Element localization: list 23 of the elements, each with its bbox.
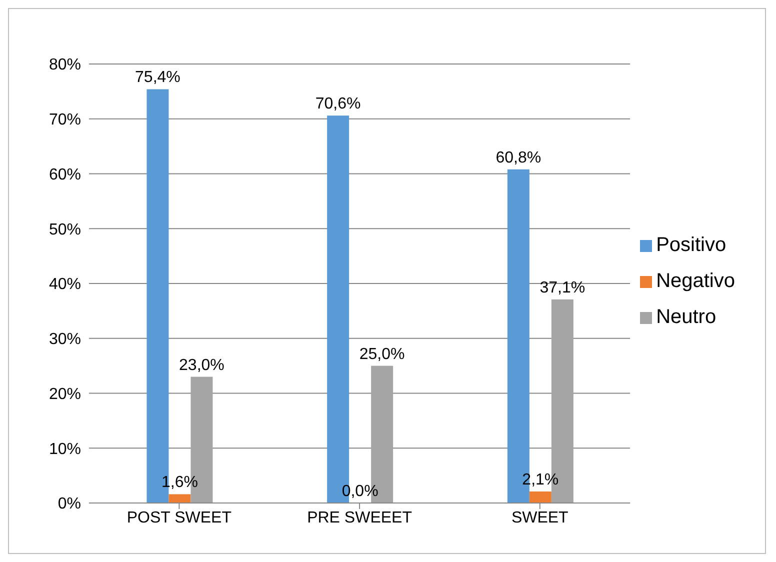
data-label: 70,6% (315, 96, 361, 113)
x-tick-label: SWEET (511, 509, 569, 526)
data-label: 25,0% (359, 346, 405, 363)
y-tick-label: 80% (48, 56, 81, 74)
y-tick-label: 60% (48, 166, 81, 184)
legend-label: Neutro (656, 306, 716, 328)
data-label: 23,0% (179, 356, 224, 374)
y-tick-label: 50% (48, 221, 81, 238)
bar (529, 491, 552, 503)
y-tick-label: 10% (48, 440, 81, 458)
data-label: 60,8% (496, 149, 542, 166)
legend-label: Negativo (656, 270, 735, 292)
y-tick-label: 70% (48, 112, 81, 129)
y-tick-label: 0% (58, 496, 81, 513)
data-label: 37,1% (540, 279, 586, 296)
legend-label: Positivo (656, 234, 726, 256)
y-tick-label: 30% (48, 331, 81, 348)
y-tick-label: 20% (48, 386, 81, 403)
x-tick-label: PRE SWEEET (307, 509, 412, 526)
bar (168, 494, 191, 503)
x-tick-label: POST SWEET (126, 509, 232, 526)
data-label: 75,4% (135, 69, 180, 86)
y-tick-label: 40% (48, 276, 81, 294)
